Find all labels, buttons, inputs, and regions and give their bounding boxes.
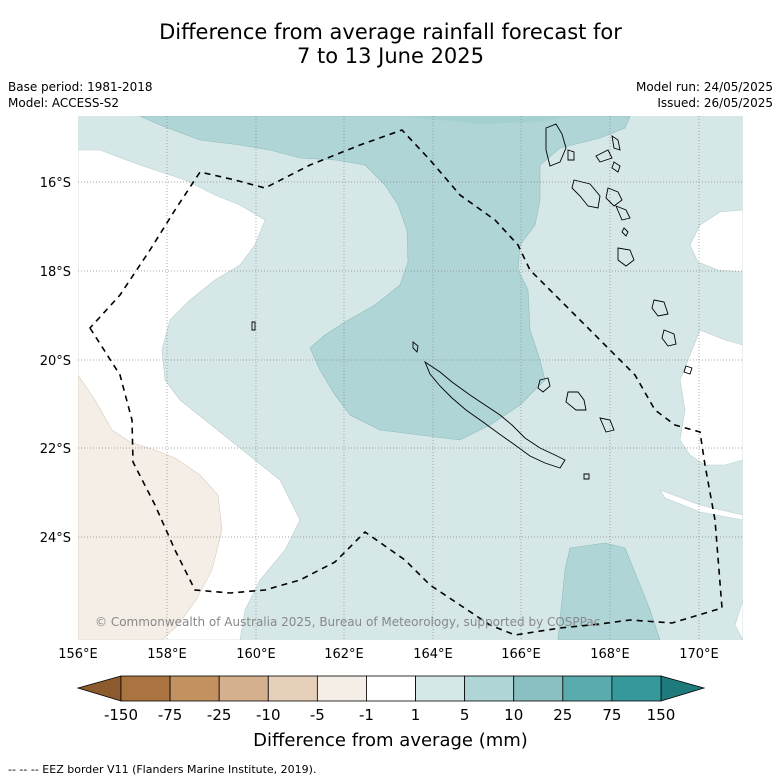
island-outline	[583, 473, 590, 480]
map-title-line1: Difference from average rainfall forecas…	[159, 20, 622, 44]
vanuatu-outline	[545, 123, 693, 375]
colorbar-extend-low	[76, 675, 122, 702]
eez-legend-note: -- -- -- EEZ border V11 (Flanders Marine…	[8, 763, 317, 776]
rainfall-field-10-to-25	[400, 116, 570, 124]
island-outline	[251, 321, 256, 331]
lon-tick-label: 164°E	[413, 647, 453, 662]
colorbar-title: Difference from average (mm)	[253, 730, 528, 751]
colorbar-cell	[120, 675, 171, 702]
colorbar-tick-label: 10	[504, 706, 523, 724]
lat-tick-label: 24°S	[40, 531, 71, 546]
colorbar-cell	[267, 675, 318, 702]
lon-tick-label: 168°E	[590, 647, 630, 662]
colorbar-tick-label: -75	[158, 706, 183, 724]
lon-tick-label: 162°E	[324, 647, 364, 662]
map-credit: © Commonwealth of Australia 2025, Bureau…	[95, 615, 600, 629]
colorbar-extend-high	[660, 675, 706, 702]
colorbar-cell	[611, 675, 662, 702]
colorbar: -150 -75 -25 -10 -5 -1 1 5 10 25 75 150	[76, 675, 706, 724]
rainfall-field-5-to-10	[139, 116, 631, 441]
rainfall-field-near-average-se	[734, 599, 743, 640]
colorbar-cell	[316, 675, 367, 702]
colorbar-tick-label: -1	[359, 706, 374, 724]
colorbar-tick-label: 150	[647, 706, 676, 724]
model-run-label: Model run: 24/05/2025	[635, 80, 773, 94]
lat-tick-label: 18°S	[40, 265, 71, 280]
lon-tick-label: 170°E	[679, 647, 719, 662]
lat-tick-labels: 16°S 18°S 20°S 22°S 24°S	[40, 176, 71, 546]
colorbar-tick-label: -150	[104, 706, 138, 724]
new-caledonia-outline	[424, 360, 566, 469]
colorbar-cell	[415, 675, 466, 702]
colorbar-cell	[218, 675, 269, 702]
colorbar-tick-label: 25	[553, 706, 572, 724]
lon-tick-label: 166°E	[501, 647, 541, 662]
rainfall-field-5-to-10-south	[557, 542, 661, 640]
model-label: Model: ACCESS-S2	[8, 96, 120, 110]
colorbar-cell	[366, 675, 416, 702]
lat-tick-label: 22°S	[40, 442, 71, 457]
lon-tick-label: 158°E	[147, 647, 187, 662]
colorbar-cell	[464, 675, 515, 702]
lat-tick-label: 20°S	[40, 354, 71, 369]
colorbar-tick-label: -10	[256, 706, 281, 724]
lon-tick-labels: 156°E 158°E 160°E 162°E 164°E 166°E 168°…	[58, 647, 719, 662]
colorbar-tick-label: -5	[310, 706, 325, 724]
colorbar-cell	[562, 675, 613, 702]
base-period-label: Base period: 1981-2018	[8, 80, 153, 94]
rainfall-field-near-average-se2	[659, 489, 743, 521]
colorbar-cell	[169, 675, 220, 702]
eez-border-line	[88, 129, 723, 636]
island-outline	[565, 391, 587, 411]
colorbar-tick-label: 75	[602, 706, 621, 724]
lon-tick-label: 160°E	[236, 647, 276, 662]
rainfall-field-near-average-ne	[689, 209, 743, 273]
colorbar-cell	[513, 675, 564, 702]
map-title-line2: 7 to 13 June 2025	[296, 44, 485, 68]
island-outline	[537, 377, 551, 393]
colorbar-tick-label: 1	[411, 706, 421, 724]
map-panel: © Commonwealth of Australia 2025, Bureau…	[78, 116, 743, 640]
issued-label: Issued: 26/05/2025	[657, 96, 773, 110]
lon-tick-label: 156°E	[58, 647, 98, 662]
map-gridlines	[78, 116, 743, 640]
island-outline	[599, 417, 615, 433]
colorbar-tick-label: -25	[207, 706, 232, 724]
island-outline	[412, 341, 419, 353]
lat-tick-label: 16°S	[40, 176, 71, 191]
colorbar-tick-label: 5	[460, 706, 470, 724]
